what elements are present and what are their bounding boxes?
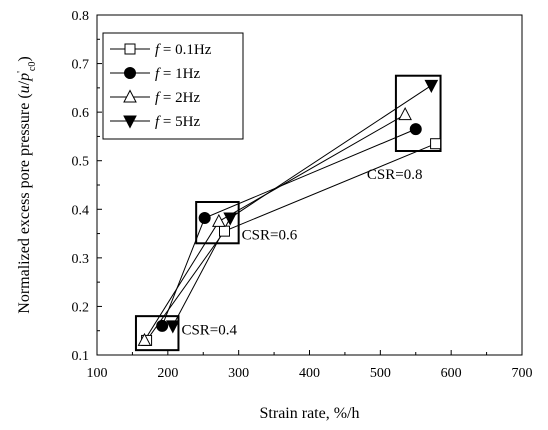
y-tick-label: 0.2	[72, 300, 90, 315]
data-point	[398, 106, 412, 121]
legend-item: f = 1Hz	[110, 66, 200, 82]
y-axis: 0.1 0.2 0.3 0.4 0.5 0.6 0.7 0.8	[72, 9, 102, 364]
y-tick-label: 0.3	[72, 252, 90, 267]
legend-marker	[123, 115, 137, 129]
data-point	[165, 320, 180, 334]
legend-marker	[124, 43, 136, 55]
csr-group-box	[195, 201, 240, 245]
legend-marker	[124, 67, 136, 79]
y-axis-label: Normalized excess pore pressure (u/p'c0)	[16, 56, 38, 313]
data-point	[137, 332, 152, 346]
legend-label: f = 2Hz	[155, 90, 200, 106]
x-tick-label: 400	[299, 366, 320, 381]
x-tick-label: 500	[370, 366, 391, 381]
y-tick-label: 0.4	[72, 203, 90, 218]
x-tick-label: 700	[512, 366, 533, 381]
csr-label: CSR=0.6	[242, 228, 298, 244]
x-tick-label: 100	[87, 366, 108, 381]
data-point	[424, 79, 439, 94]
x-tick-label: 600	[441, 366, 462, 381]
legend: f = 0.1Hz f = 1Hz f = 2Hz f = 5Hz	[102, 32, 244, 140]
group-labels: CSR=0.4 CSR=0.6 CSR=0.8	[181, 167, 422, 338]
legend-label: f = 1Hz	[155, 66, 200, 82]
data-point	[430, 138, 442, 150]
data-point	[198, 212, 211, 225]
x-axis: 100 200 300 400 500 600 700	[87, 350, 533, 381]
y-tick-label: 0.5	[72, 155, 90, 170]
legend-items: f = 0.1Hz f = 1Hz f = 2Hz f = 5Hz	[110, 42, 212, 130]
legend-label: f = 5Hz	[155, 114, 200, 130]
y-tick-label: 0.1	[72, 349, 90, 364]
legend-item: f = 0.1Hz	[110, 42, 212, 58]
y-tick-label: 0.6	[72, 106, 90, 121]
x-axis-label: Strain rate, %/h	[260, 405, 360, 422]
legend-item: f = 5Hz	[110, 114, 200, 130]
y-tick-label: 0.7	[72, 58, 90, 73]
csr-label: CSR=0.8	[367, 167, 423, 183]
data-point	[156, 319, 169, 332]
csr-group-box	[134, 315, 180, 352]
data-markers	[137, 79, 442, 346]
x-tick-label: 300	[228, 366, 249, 381]
x-tick-label: 200	[157, 366, 178, 381]
data-point	[409, 123, 422, 136]
y-tick-label: 0.8	[72, 9, 90, 24]
legend-marker	[123, 89, 137, 103]
legend-label: f = 0.1Hz	[155, 42, 212, 58]
legend-item: f = 2Hz	[110, 89, 200, 106]
data-point	[219, 225, 230, 237]
data-point	[223, 212, 237, 226]
csr-label: CSR=0.4	[181, 322, 237, 338]
data-point	[212, 213, 226, 227]
